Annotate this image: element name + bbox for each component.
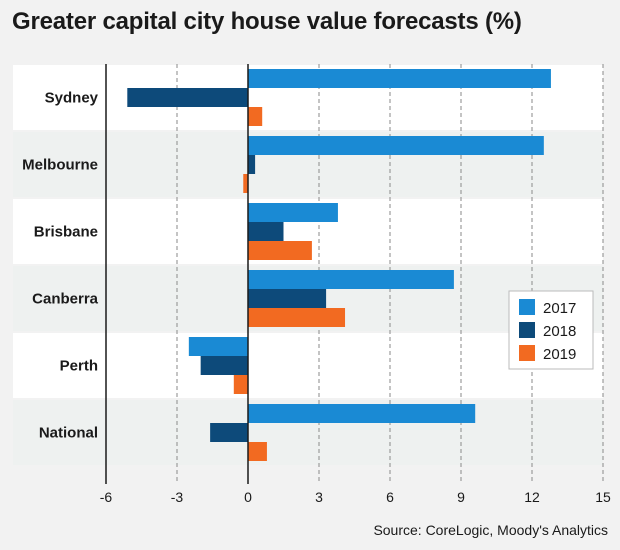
source-note: Source: CoreLogic, Moody's Analytics	[373, 522, 608, 538]
bar-national-2017	[248, 404, 476, 423]
legend-label: 2017	[543, 300, 576, 317]
bar-perth-2017	[188, 337, 248, 356]
category-label: Perth	[60, 358, 98, 375]
bar-national-2019	[248, 442, 267, 461]
category-label: Canberra	[32, 291, 99, 308]
legend-swatch	[519, 322, 535, 338]
bar-sydney-2019	[248, 107, 263, 126]
category-label: National	[39, 425, 98, 442]
category-label: Sydney	[45, 90, 99, 107]
bar-national-2018	[210, 423, 248, 442]
bar-melbourne-2019	[243, 174, 248, 193]
legend-label: 2019	[543, 346, 576, 363]
x-tick-label: -6	[100, 489, 113, 505]
bar-perth-2019	[233, 375, 248, 394]
bar-canberra-2017	[248, 270, 454, 289]
bar-perth-2018	[200, 356, 248, 375]
category-band	[13, 333, 603, 398]
x-tick-label: 12	[524, 489, 540, 505]
category-label: Brisbane	[34, 224, 98, 241]
x-tick-label: 6	[386, 489, 394, 505]
x-tick-label: 3	[315, 489, 323, 505]
x-tick-label: 0	[244, 489, 252, 505]
chart-title: Greater capital city house value forecas…	[12, 8, 522, 35]
bar-melbourne-2017	[248, 136, 544, 155]
bar-brisbane-2017	[248, 203, 338, 222]
bar-sydney-2017	[248, 69, 551, 88]
x-tick-label: -3	[171, 489, 184, 505]
bar-sydney-2018	[127, 88, 248, 107]
bar-canberra-2018	[248, 289, 327, 308]
legend-swatch	[519, 299, 535, 315]
category-label: Melbourne	[22, 157, 98, 174]
legend-swatch	[519, 345, 535, 361]
bar-brisbane-2019	[248, 241, 312, 260]
bar-melbourne-2018	[248, 155, 256, 174]
bar-canberra-2019	[248, 308, 346, 327]
bar-brisbane-2018	[248, 222, 284, 241]
x-tick-label: 9	[457, 489, 465, 505]
legend-label: 2018	[543, 323, 576, 340]
x-tick-label: 15	[595, 489, 611, 505]
